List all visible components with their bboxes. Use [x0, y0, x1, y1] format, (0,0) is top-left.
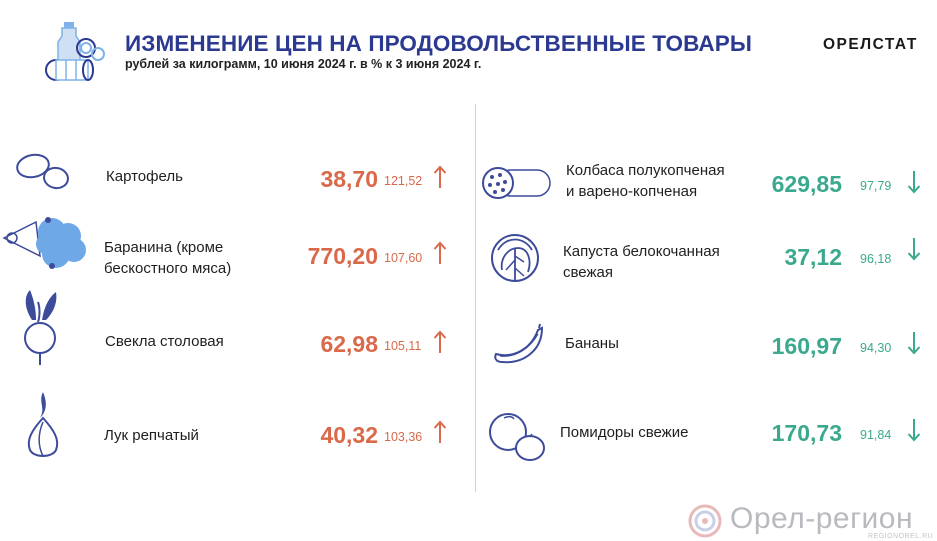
onion-icon [27, 392, 59, 457]
item-price: 770,20 [307, 243, 378, 269]
item-price: 62,98 [320, 331, 378, 357]
item-price: 37,12 [784, 244, 842, 270]
item-price: 629,85 [771, 171, 842, 197]
item-name: Баранина (кроме бескостного мяса) [104, 239, 232, 277]
page-title: ИЗМЕНЕНИЕ ЦЕН НА ПРОДОВОЛЬСТВЕННЫЕ ТОВАР… [125, 31, 752, 56]
arrow-up-icon [433, 330, 447, 353]
item-price: 38,70 [320, 166, 378, 192]
item-percent: 96,18 [860, 252, 892, 266]
watermark: Орел-регион REGIONOREL.RU [688, 502, 933, 540]
watermark-subtext: REGIONOREL.RU [868, 533, 934, 540]
item-price: 160,97 [771, 333, 842, 359]
arrow-down-icon [907, 419, 921, 442]
column-divider [475, 104, 476, 492]
watermark-text: Орел-регион [730, 502, 914, 535]
watermark-logo-icon [688, 504, 722, 538]
arrow-up-icon [433, 241, 447, 264]
page-subtitle: рублей за килограмм, 10 июня 2024 г. в %… [125, 57, 482, 71]
item-percent: 91,84 [860, 428, 892, 442]
banana-icon [494, 323, 544, 364]
item-name: Бананы [565, 335, 619, 352]
item-price: 170,73 [771, 420, 842, 446]
item-percent: 94,30 [860, 341, 892, 355]
item-name: Лук репчатый [104, 427, 199, 444]
item-percent: 105,11 [384, 339, 422, 353]
item-percent: 97,79 [860, 179, 892, 193]
arrow-down-icon [907, 332, 921, 355]
item-name: Колбаса полукопченая и варено-копченая [566, 162, 725, 200]
item-name: Свекла столовая [105, 333, 224, 350]
arrow-down-icon [907, 238, 921, 261]
arrow-up-icon [433, 165, 447, 188]
arrow-up-icon [433, 420, 447, 443]
beet-icon [24, 290, 57, 365]
item-percent: 121,52 [384, 174, 423, 188]
arrow-down-icon [907, 171, 921, 194]
cabbage-icon [491, 234, 539, 282]
item-percent: 103,36 [384, 430, 423, 444]
lamb-icon [2, 217, 86, 269]
item-name: Помидоры свежие [560, 424, 689, 441]
potato-icon [16, 153, 69, 190]
tomato-icon [489, 413, 545, 461]
brand-label: ОРЕЛСТАТ [823, 36, 918, 53]
item-percent: 107,60 [384, 251, 423, 265]
item-name: Капуста белокочанная свежая [563, 243, 720, 281]
grocery-logo-icon [45, 22, 105, 81]
item-price: 40,32 [320, 422, 378, 448]
item-name: Картофель [106, 168, 183, 185]
sausage-icon [482, 167, 551, 199]
